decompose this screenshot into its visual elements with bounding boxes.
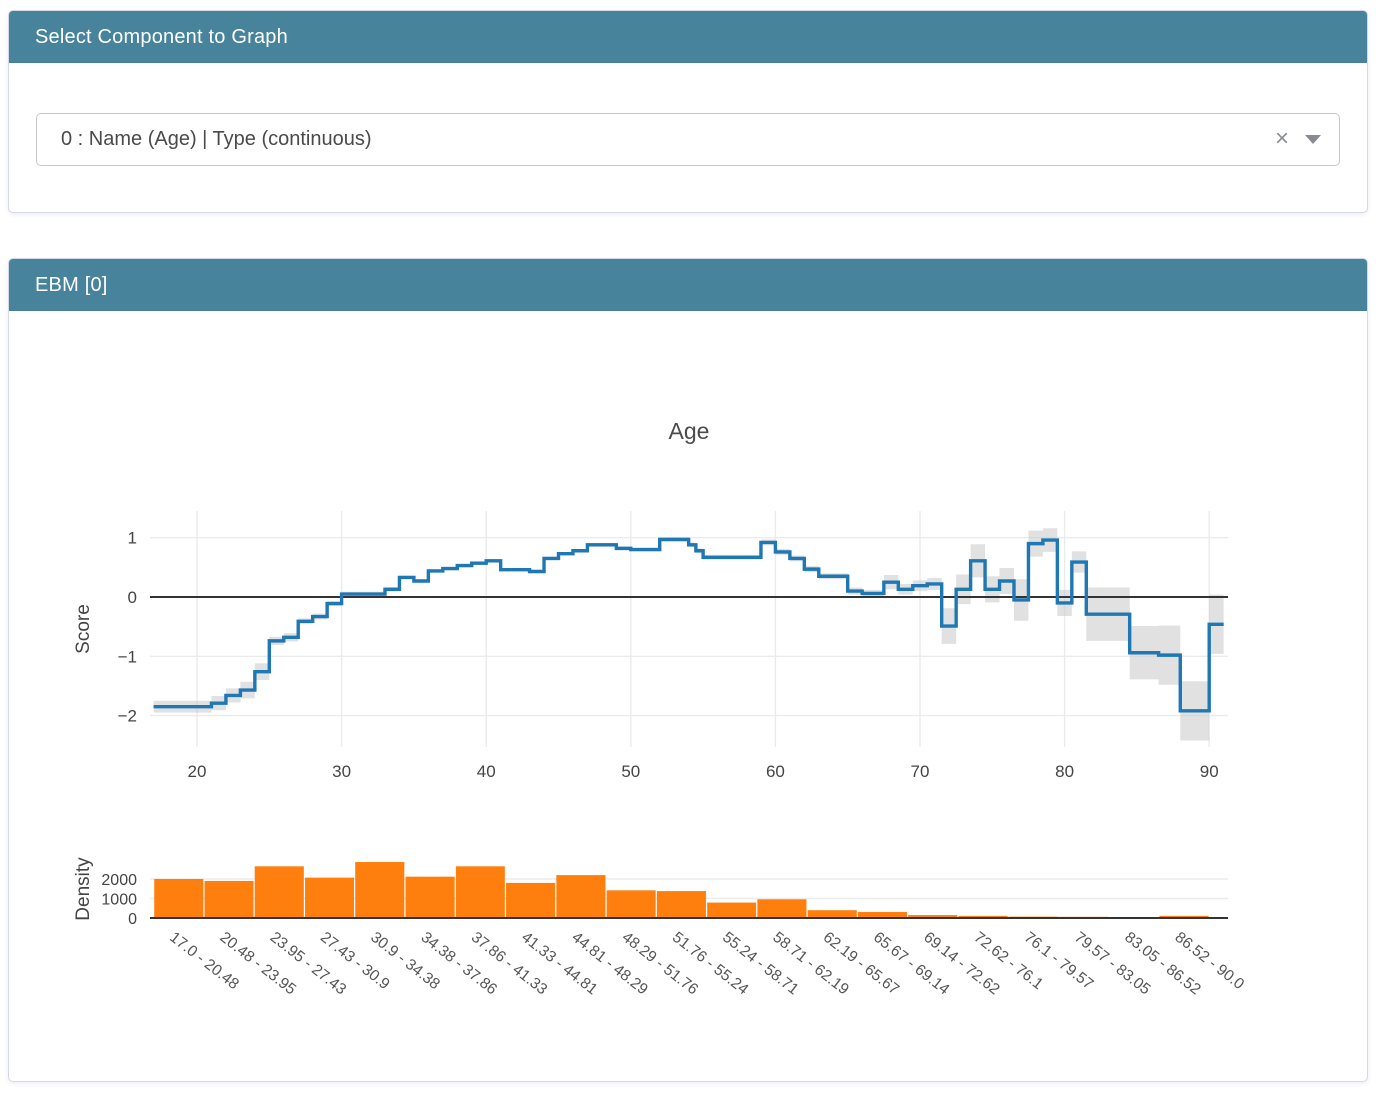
chevron-down-icon[interactable]	[1305, 135, 1321, 144]
density-bar	[305, 877, 355, 918]
density-bar	[355, 862, 405, 918]
density-bar	[1159, 915, 1209, 918]
svg-text:30: 30	[332, 762, 351, 781]
component-select-value: 0 : Name (Age) | Type (continuous)	[61, 128, 372, 150]
density-bar	[958, 915, 1008, 918]
density-bar	[656, 891, 706, 918]
density-bar	[204, 880, 254, 918]
ebm-panel-header: EBM [0]	[9, 259, 1367, 311]
density-bar	[757, 899, 807, 918]
select-panel-header: Select Component to Graph	[9, 11, 1367, 63]
density-bar	[405, 876, 455, 918]
select-panel-title: Select Component to Graph	[35, 25, 288, 48]
clear-selection-icon[interactable]: ×	[1274, 124, 1289, 152]
ebm-panel-title: EBM [0]	[35, 273, 108, 296]
density-bar	[154, 879, 204, 918]
svg-text:−1: −1	[118, 647, 137, 666]
confidence-band	[153, 528, 1224, 741]
svg-text:50: 50	[621, 762, 640, 781]
svg-text:2000: 2000	[101, 872, 137, 889]
density-bar	[857, 911, 907, 918]
chart-title: Age	[669, 418, 710, 444]
svg-text:0: 0	[128, 588, 137, 607]
svg-text:−2: −2	[118, 707, 137, 726]
svg-text:40: 40	[477, 762, 496, 781]
svg-text:1: 1	[128, 529, 137, 548]
density-bar	[254, 866, 304, 918]
svg-text:20: 20	[188, 762, 207, 781]
density-bar	[908, 915, 958, 918]
density-bar	[807, 910, 857, 918]
svg-text:90: 90	[1200, 762, 1219, 781]
svg-text:70: 70	[911, 762, 930, 781]
svg-text:60: 60	[766, 762, 785, 781]
svg-text:80: 80	[1055, 762, 1074, 781]
svg-text:1000: 1000	[101, 892, 137, 909]
density-bar	[556, 875, 606, 918]
density-bar	[606, 890, 656, 918]
ebm-feature-chart[interactable]: Age 1 0 −1 −2 20 30 40 50 60 70 80 90 Score 0 1000 2000 D…	[9, 311, 1367, 1081]
score-axis-label: Score	[73, 604, 94, 654]
select-component-panel: Select Component to Graph 0 : Name (Age)…	[8, 10, 1368, 213]
score-step-line	[153, 537, 1224, 713]
density-bar	[707, 902, 757, 918]
density-bar	[506, 882, 556, 918]
svg-text:0: 0	[128, 911, 137, 928]
density-bar	[455, 866, 505, 918]
density-axis-label: Density	[73, 857, 94, 921]
ebm-graph-panel: EBM [0] Age 1 0 −1 −2 20 30 40 50 60 70 80 90 Score 0 1…	[8, 258, 1368, 1082]
component-select-dropdown[interactable]: 0 : Name (Age) | Type (continuous) ×	[36, 113, 1340, 166]
